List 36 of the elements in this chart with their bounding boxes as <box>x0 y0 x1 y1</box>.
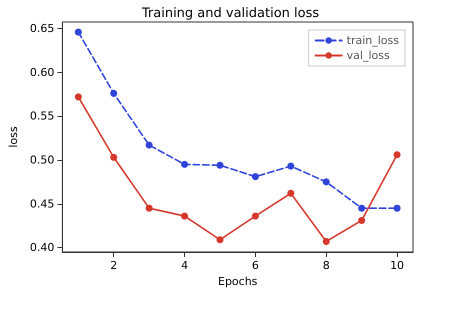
point <box>252 212 259 220</box>
x-tick-label: 10 <box>390 259 404 272</box>
y-tick-label: 0.55 <box>30 110 54 123</box>
point <box>110 90 118 97</box>
point <box>322 238 330 245</box>
x-tick-label: 6 <box>252 259 259 272</box>
point <box>358 204 366 212</box>
point <box>181 212 188 220</box>
chart-title: Training and validation loss <box>140 6 320 21</box>
legend-label: train_loss <box>346 34 400 47</box>
point <box>358 216 366 224</box>
y-tick-label: 0.40 <box>30 241 54 254</box>
x-axis-title: Epochs <box>218 275 258 288</box>
point <box>146 142 153 149</box>
y-tick-label: 0.45 <box>30 197 54 210</box>
point <box>110 154 118 161</box>
point <box>287 162 294 170</box>
point <box>322 178 330 186</box>
point <box>146 204 153 212</box>
y-tick-label: 0.50 <box>30 154 54 166</box>
point <box>74 28 82 36</box>
point <box>394 204 401 212</box>
point <box>216 236 224 244</box>
y-axis-title: loss <box>7 126 20 148</box>
legend-label: val_loss <box>346 49 390 62</box>
y-tick-label: 0.60 <box>30 66 54 79</box>
point <box>394 151 401 158</box>
point <box>252 173 259 180</box>
x-tick-label: 8 <box>322 259 330 272</box>
x-tick-label: 4 <box>181 259 188 272</box>
point <box>74 93 82 100</box>
y-tick-label: 0.65 <box>30 22 54 36</box>
point <box>181 160 188 168</box>
x-tick-label: 2 <box>110 259 118 272</box>
point <box>287 190 294 197</box>
point <box>216 162 224 169</box>
